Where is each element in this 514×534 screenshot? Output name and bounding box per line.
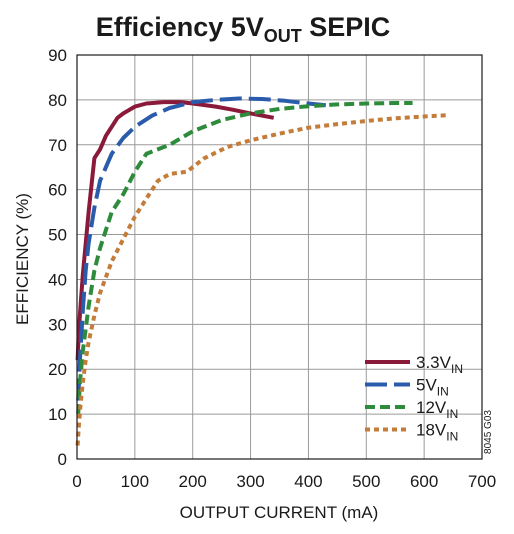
- x-tick-label: 0: [72, 472, 81, 491]
- x-tick-label: 500: [352, 472, 380, 491]
- y-tick-label: 10: [48, 405, 67, 424]
- figure-code: 8045 G03: [483, 410, 494, 454]
- x-tick-label: 700: [468, 472, 496, 491]
- x-tick-label: 600: [410, 472, 438, 491]
- y-tick-label: 20: [48, 360, 67, 379]
- y-tick-label: 70: [48, 136, 67, 155]
- series-line-5v: [76, 96, 327, 401]
- y-tick-label: 90: [48, 46, 67, 65]
- x-axis-label: OUTPUT CURRENT (mA): [180, 503, 379, 522]
- y-tick-label: 0: [58, 450, 67, 469]
- y-tick-label: 80: [48, 91, 67, 110]
- x-tick-label: 100: [121, 472, 149, 491]
- chart-title: Efficiency 5VOUT SEPIC: [96, 12, 391, 46]
- chart-title-main: Efficiency 5V: [96, 12, 264, 42]
- y-axis-label: EFFICIENCY (%): [13, 193, 32, 325]
- legend-label: 5VIN: [416, 376, 449, 399]
- y-tick-label: 60: [48, 181, 67, 200]
- plot-frame: [76, 54, 483, 460]
- legend-label: 12VIN: [416, 398, 458, 421]
- y-tick-label: 50: [48, 226, 67, 245]
- data-series: [75, 96, 448, 446]
- series-line-12v: [76, 101, 413, 415]
- chart-title-subscript: OUT: [264, 26, 302, 46]
- series-line-3-3v: [75, 100, 275, 361]
- y-tick-label: 30: [48, 315, 67, 334]
- x-tick-label: 200: [179, 472, 207, 491]
- y-tick-label: 40: [48, 270, 67, 289]
- x-tick-label: 400: [294, 472, 322, 491]
- y-tick-labels: 0 10 20 30 40 50 60 70 80 90: [48, 46, 67, 469]
- legend-label: 3.3VIN: [416, 353, 463, 376]
- series-line-18v: [75, 113, 448, 446]
- x-tick-labels: 0 100 200 300 400 500 600 700: [72, 472, 496, 491]
- x-tick-label: 300: [236, 472, 264, 491]
- chart-title-suffix: SEPIC: [302, 12, 391, 42]
- legend-label: 18VIN: [416, 421, 458, 444]
